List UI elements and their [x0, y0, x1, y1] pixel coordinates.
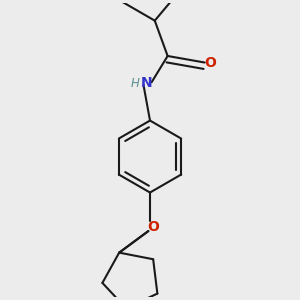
Text: H: H — [131, 77, 140, 90]
Text: N: N — [141, 76, 152, 90]
Text: O: O — [205, 56, 217, 70]
Text: O: O — [147, 220, 159, 234]
